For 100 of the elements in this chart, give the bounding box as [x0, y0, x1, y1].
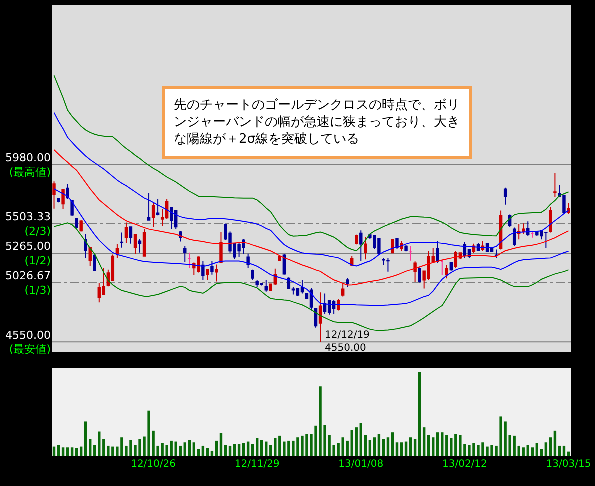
bar [98, 432, 101, 456]
bar [558, 446, 562, 456]
candlestick [75, 218, 78, 230]
candlestick [210, 260, 214, 276]
y-tick-label: 5265.00 (1/2) [6, 240, 51, 268]
y-tick-label: 5503.33 (2/3) [6, 210, 51, 238]
candlestick [531, 231, 534, 238]
candlestick [292, 286, 296, 296]
bar [360, 423, 362, 456]
bar [242, 443, 246, 456]
candlestick [440, 259, 444, 276]
bar [89, 439, 92, 456]
candlestick [418, 267, 422, 284]
bar [228, 446, 232, 456]
bar [233, 444, 236, 456]
bar [184, 442, 186, 456]
bar [206, 448, 210, 456]
bar [256, 438, 259, 456]
candlestick [318, 292, 322, 343]
bar [238, 444, 241, 456]
bar [66, 448, 70, 456]
candlestick [120, 232, 124, 248]
candlestick [246, 253, 250, 269]
candlestick [170, 206, 174, 230]
candlestick [264, 280, 268, 292]
candlestick [409, 246, 412, 262]
candlestick [494, 249, 498, 259]
bar [174, 442, 178, 456]
bar [224, 445, 228, 456]
candlestick [134, 234, 138, 255]
candlestick [184, 246, 187, 263]
candlestick [526, 221, 530, 237]
annotation: 12/12/19 4550.00 [325, 330, 370, 354]
candlestick [70, 200, 74, 217]
bar [526, 445, 530, 456]
line-series [54, 188, 570, 306]
candlestick [364, 236, 368, 260]
candlestick [220, 232, 223, 264]
bar [251, 444, 254, 456]
candlestick [57, 198, 60, 204]
bar [75, 448, 78, 456]
bar [260, 440, 264, 456]
bar [368, 440, 372, 456]
bar [422, 428, 426, 456]
y-tick-label: 5980.00 (最高値) [6, 152, 51, 179]
bar [80, 446, 83, 456]
candlestick [147, 192, 151, 222]
bar [188, 440, 191, 456]
bar [536, 443, 539, 456]
y-tick-label: 5026.67 (1/3) [6, 270, 51, 298]
candlestick [445, 264, 448, 280]
bar [378, 434, 381, 456]
bar [346, 440, 349, 456]
bar [364, 435, 368, 456]
candlestick [346, 278, 350, 288]
candlestick [66, 184, 70, 200]
bar [220, 433, 223, 456]
bar [270, 445, 272, 456]
bar [404, 442, 408, 456]
candlestick [391, 238, 394, 254]
line-series [54, 150, 570, 286]
bar [57, 445, 60, 456]
candlestick [138, 238, 142, 254]
bar [179, 446, 182, 456]
line-series [54, 112, 570, 267]
bar [62, 448, 65, 456]
candlestick [300, 280, 304, 294]
bar [382, 439, 386, 456]
bar [436, 432, 440, 456]
bar [391, 432, 394, 456]
bar [52, 446, 56, 456]
x-tick-label: 13/01/08 [338, 459, 384, 470]
bar [355, 428, 358, 456]
bar [373, 438, 376, 456]
candlestick [52, 181, 56, 210]
y-tick-label: 4550.00 (最安値) [6, 328, 51, 356]
bar [210, 450, 214, 456]
candlestick [156, 198, 160, 216]
bar [427, 435, 430, 456]
candlestick [504, 187, 508, 206]
line-series [54, 222, 570, 332]
candlestick [450, 262, 454, 272]
bar [94, 445, 96, 456]
bar [70, 448, 74, 456]
candlestick [360, 230, 363, 262]
bar [400, 442, 404, 456]
candlestick [202, 260, 205, 281]
bar [246, 442, 250, 456]
bar [414, 439, 417, 456]
bar [522, 448, 525, 456]
bar [531, 448, 534, 456]
line-series [54, 75, 570, 252]
bar [202, 446, 205, 456]
candlestick [414, 261, 417, 282]
candlestick [142, 228, 146, 258]
bar [549, 438, 552, 456]
candlestick [341, 282, 345, 298]
candlestick [323, 293, 327, 315]
x-tick-label: 12/11/29 [234, 459, 280, 470]
bar [544, 442, 548, 456]
